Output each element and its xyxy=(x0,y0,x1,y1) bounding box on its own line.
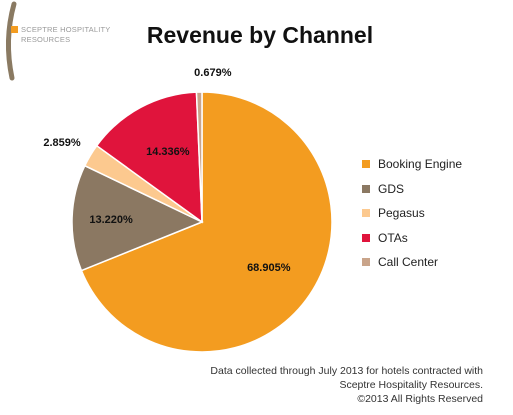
pie-label-gds: 13.220% xyxy=(89,214,133,226)
brand-line-2: RESOURCES xyxy=(21,35,71,44)
brand-arc-icon xyxy=(5,1,17,81)
footer-line-2: Sceptre Hospitality Resources. xyxy=(339,379,483,391)
legend-swatch xyxy=(362,160,370,169)
legend-item-booking-engine: Booking Engine xyxy=(362,152,462,177)
brand-logo: SCEPTRE HOSPITALITY RESOURCES xyxy=(11,25,111,45)
legend-label: Call Center xyxy=(378,255,439,270)
legend-label: GDS xyxy=(378,181,405,196)
brand-line-1: SCEPTRE HOSPITALITY xyxy=(21,25,111,34)
chart-title: Revenue by Channel xyxy=(146,22,374,48)
legend-item-call-center: Call Center xyxy=(362,250,462,275)
legend-item-otas: OTAs xyxy=(362,226,462,251)
pie-label-otas: 14.336% xyxy=(146,146,190,158)
pie-slices xyxy=(71,91,333,353)
pie-labels: 68.905% 13.220% 2.859% 14.336% 0.679% xyxy=(43,67,290,274)
legend-swatch xyxy=(362,184,370,193)
pie-label-call-center: 0.679% xyxy=(194,67,232,79)
legend-item-gds: GDS xyxy=(362,177,462,202)
pie-label-pegasus: 2.859% xyxy=(43,137,81,149)
pie-slice-gds xyxy=(71,164,204,272)
pie-slice-booking-engine xyxy=(80,91,333,353)
pie-slice-call-center xyxy=(195,91,203,223)
legend-item-pegasus: Pegasus xyxy=(362,201,462,226)
footer-note: Data collected through July 2013 for hot… xyxy=(183,364,483,406)
legend-label: Pegasus xyxy=(378,206,425,221)
pie-slice-otas xyxy=(95,91,203,224)
pie-label-booking-engine: 68.905% xyxy=(247,262,291,274)
legend-swatch xyxy=(362,258,370,267)
footer-line-1: Data collected through July 2013 for hot… xyxy=(210,365,483,377)
legend-swatch xyxy=(362,209,370,218)
legend-label: OTAs xyxy=(378,230,408,245)
legend: Booking Engine GDS Pegasus OTAs Call Center xyxy=(362,152,462,275)
brand-mark-icon xyxy=(11,26,18,33)
footer-line-3: ©2013 All Rights Reserved xyxy=(357,393,483,405)
legend-swatch xyxy=(362,233,370,242)
legend-label: Booking Engine xyxy=(378,157,463,172)
